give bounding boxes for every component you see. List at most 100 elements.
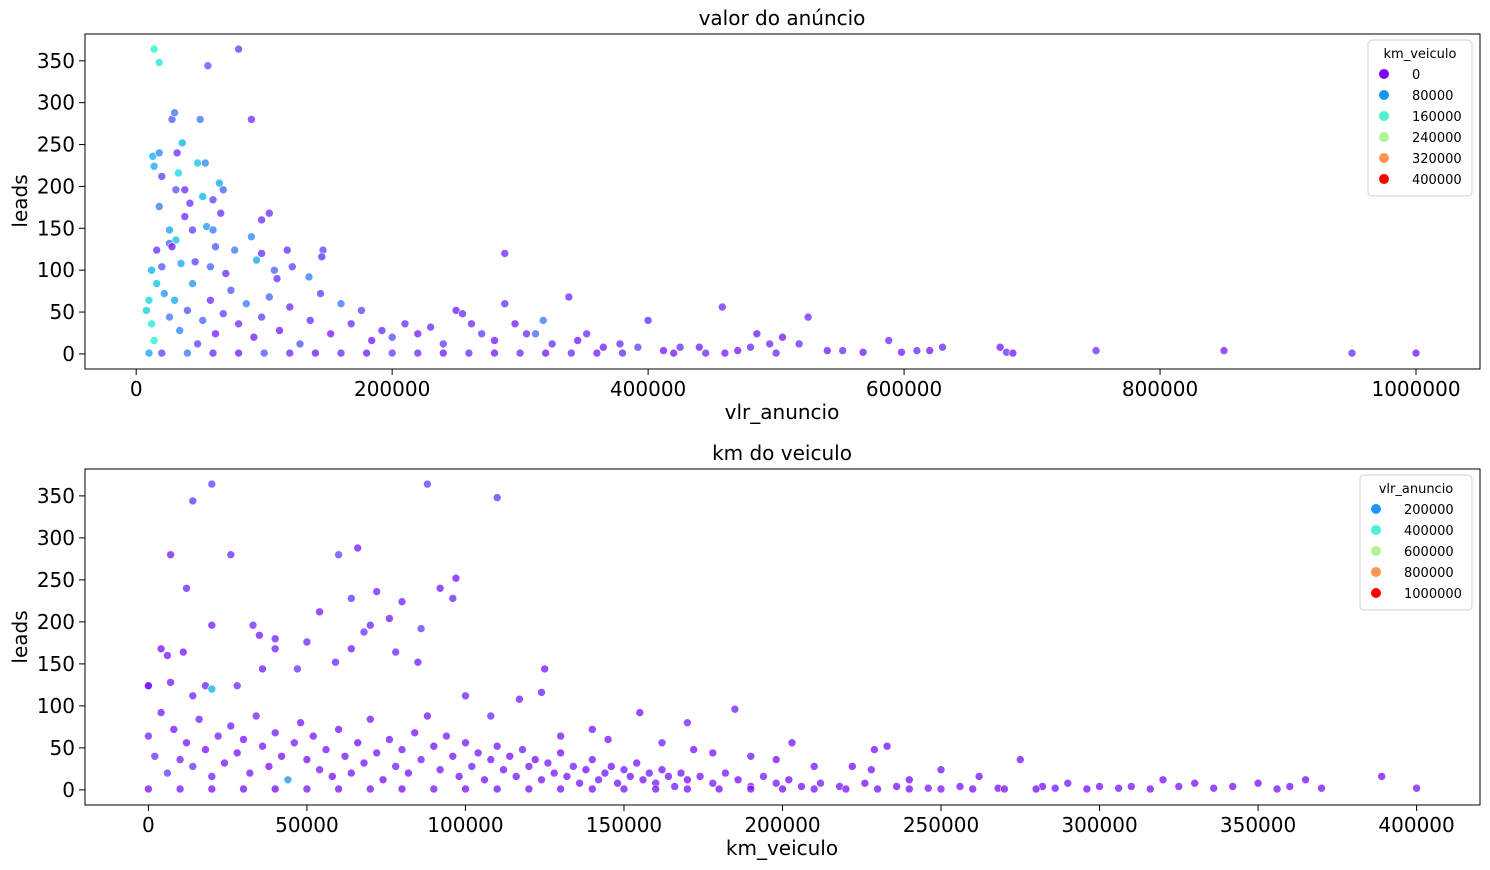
scatter-point bbox=[461, 691, 470, 701]
scatter-point bbox=[293, 664, 302, 674]
scatter-point bbox=[816, 778, 825, 788]
legend-marker bbox=[1379, 69, 1389, 79]
scatter-point bbox=[809, 784, 819, 794]
scatter-point bbox=[166, 678, 175, 687]
scatter-point bbox=[308, 731, 318, 741]
chart-title: km do veiculo bbox=[712, 441, 852, 465]
scatter-point bbox=[1015, 755, 1025, 764]
x-axis-label: vlr_anuncio bbox=[725, 400, 840, 424]
scatter-point bbox=[1158, 775, 1168, 785]
scatter-point bbox=[778, 332, 787, 342]
scatter-point bbox=[778, 784, 787, 794]
scatter-point bbox=[543, 758, 553, 768]
scatter-point bbox=[156, 644, 166, 654]
scatter-point bbox=[643, 316, 653, 325]
scatter-point bbox=[568, 762, 578, 771]
scatter-panel-km-veiculo: km do veiculo leads km_veiculo 0 50000 100… bbox=[8, 441, 1481, 860]
scatter-point bbox=[841, 784, 851, 794]
scatter-point bbox=[270, 265, 279, 275]
scatter-point bbox=[234, 44, 243, 54]
x-tick-label: 0 bbox=[142, 813, 155, 837]
scatter-point bbox=[683, 718, 692, 728]
scatter-point bbox=[416, 755, 426, 764]
scatter-point bbox=[587, 725, 597, 734]
legend-marker bbox=[1371, 567, 1381, 577]
scatter-point bbox=[152, 279, 161, 288]
scatter-point bbox=[426, 322, 435, 332]
scatter-point bbox=[362, 348, 371, 358]
scatter-point bbox=[377, 326, 387, 335]
y-axis-label: leads bbox=[8, 174, 32, 227]
scatter-point bbox=[746, 784, 756, 794]
scatter-point bbox=[904, 784, 914, 794]
scatter-point bbox=[232, 681, 242, 691]
scatter-point bbox=[285, 348, 295, 358]
scatter-point bbox=[207, 772, 217, 781]
scatter-point bbox=[765, 339, 775, 349]
scatter-point bbox=[530, 755, 540, 764]
scatter-point bbox=[188, 279, 197, 288]
scatter-point bbox=[448, 751, 458, 761]
x-tick-label: 200000 bbox=[354, 377, 430, 401]
scatter-point bbox=[198, 192, 207, 201]
scatter-point bbox=[336, 299, 346, 309]
scatter-point bbox=[154, 58, 164, 67]
legend-label: 80000 bbox=[1412, 89, 1453, 104]
scatter-point bbox=[170, 108, 179, 117]
scatter-point bbox=[892, 782, 901, 791]
legend-box bbox=[1367, 39, 1473, 197]
scatter-point bbox=[1285, 782, 1295, 791]
scatter-point bbox=[287, 262, 297, 272]
x-tick-label: 150000 bbox=[586, 813, 662, 837]
scatter-point bbox=[326, 329, 336, 339]
legend-title: vlr_anuncio bbox=[1379, 482, 1454, 497]
scatter-point bbox=[353, 738, 363, 748]
legend-label: 800000 bbox=[1404, 566, 1454, 581]
scatter-point bbox=[587, 755, 597, 764]
scatter-point bbox=[206, 262, 215, 272]
scatter-point bbox=[549, 768, 559, 778]
scatter-point bbox=[404, 768, 413, 778]
legend-label: 400000 bbox=[1404, 524, 1454, 539]
scatter-point bbox=[258, 741, 267, 751]
scatter-point bbox=[541, 348, 551, 358]
legend-label: 0 bbox=[1412, 68, 1420, 83]
scatter-point bbox=[720, 348, 730, 358]
scatter-point bbox=[327, 772, 337, 781]
scatter-point bbox=[207, 784, 217, 794]
scatter-point bbox=[247, 232, 256, 241]
scatter-point bbox=[490, 336, 499, 345]
scatter-point bbox=[809, 762, 819, 771]
scatter-point bbox=[1063, 778, 1073, 788]
scatter-point bbox=[1411, 348, 1421, 358]
x-tick-label: 100000 bbox=[427, 813, 503, 837]
scatter-point bbox=[346, 768, 356, 778]
scatter-point bbox=[170, 295, 179, 305]
scatter-point bbox=[1091, 346, 1101, 355]
scatter-point bbox=[897, 347, 906, 357]
scatter-point bbox=[258, 664, 267, 674]
scatter-point bbox=[461, 738, 470, 748]
scatter-point bbox=[346, 594, 356, 603]
scatter-point bbox=[208, 348, 218, 358]
scatter-point bbox=[185, 198, 195, 208]
legend-label: 240000 bbox=[1412, 131, 1462, 146]
scatter-point bbox=[397, 784, 407, 794]
scatter-point bbox=[752, 329, 762, 339]
scatter-point bbox=[594, 775, 603, 785]
scatter-point bbox=[410, 728, 420, 738]
scatter-point bbox=[537, 775, 546, 785]
scatter-point bbox=[537, 688, 546, 697]
scatter-point bbox=[860, 778, 870, 788]
scatter-point bbox=[305, 316, 315, 325]
scatter-point bbox=[1146, 784, 1155, 794]
legend-title: km_veiculo bbox=[1384, 47, 1457, 62]
scatter-point bbox=[201, 745, 210, 754]
scatter-point bbox=[657, 765, 667, 775]
scatter-point bbox=[259, 348, 269, 358]
scatter-point bbox=[511, 772, 521, 781]
scatter-point bbox=[644, 768, 654, 778]
scatter-point bbox=[226, 550, 236, 560]
scatter-point bbox=[670, 782, 680, 791]
